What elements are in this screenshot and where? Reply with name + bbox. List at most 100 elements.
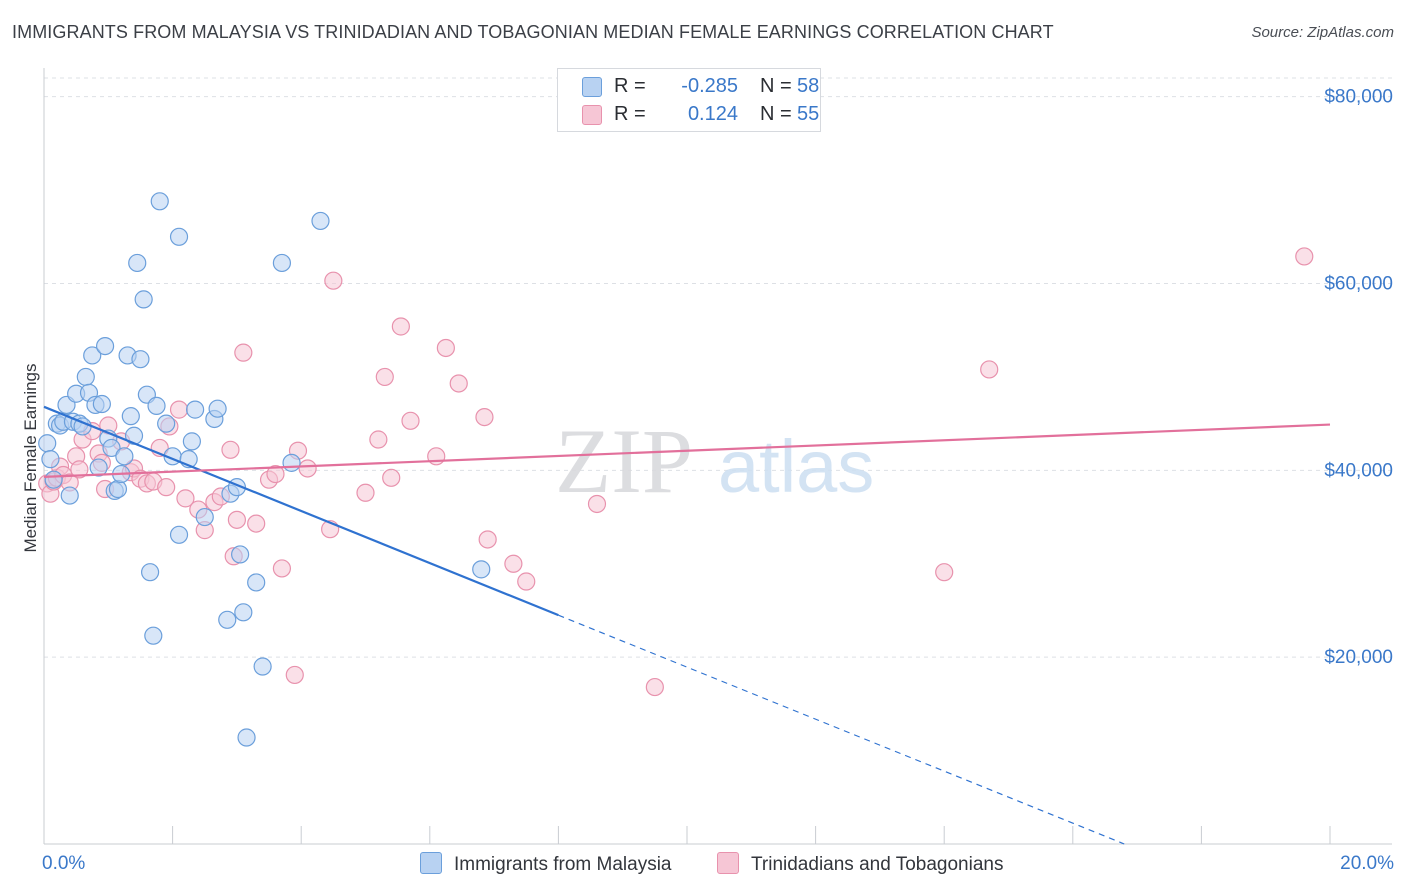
malaysia-point (38, 434, 57, 453)
malaysia-point (237, 728, 256, 747)
watermark-atlas: atlas (718, 425, 874, 508)
malaysia-point (144, 626, 163, 645)
malaysia-point (231, 545, 250, 564)
trinidadian-point (285, 665, 304, 685)
trinidadian-point (176, 489, 195, 508)
malaysia-point (121, 407, 140, 426)
trinidadian-point (935, 563, 954, 582)
x-tick-min: 0.0% (42, 853, 85, 874)
trinidadian-point (401, 411, 420, 430)
trinidadian-point (227, 510, 246, 529)
series-malaysia-points (38, 192, 491, 747)
legend-r-value: 0.124 (687, 103, 738, 125)
malaysia-point (76, 367, 95, 387)
trinidadian-point (272, 559, 292, 578)
malaysia-point (128, 253, 147, 273)
y-axis-title: Median Female Earnings (21, 364, 40, 553)
malaysia-point (147, 396, 166, 415)
malaysia-point (311, 211, 330, 231)
watermark-zip: ZIP (555, 410, 693, 512)
y-tick-label: $20,000 (1324, 647, 1393, 668)
malaysia-point (182, 432, 201, 451)
malaysia-point (44, 470, 63, 489)
malaysia-point (195, 507, 214, 527)
legend-r-label: R = (614, 103, 646, 125)
malaysia-point (253, 657, 272, 676)
bottom-legend-swatch-trinidadians (717, 852, 739, 874)
trinidadian-point (324, 271, 343, 290)
malaysia-point (150, 192, 169, 211)
malaysia-point (234, 603, 253, 622)
y-tick-label: $40,000 (1324, 460, 1393, 481)
malaysia-point (134, 290, 153, 309)
trinidadian-point (298, 459, 317, 478)
bottom-legend-label-malaysia: Immigrants from Malaysia (454, 854, 672, 875)
x-tick-max: 20.0% (1340, 853, 1394, 874)
malaysia-point (140, 563, 160, 582)
malaysia-point (282, 453, 301, 472)
trinidadian-point (169, 400, 189, 419)
legend-n-value: 55 (797, 103, 820, 125)
malaysia-point (169, 525, 189, 544)
trinidadian-point (266, 464, 285, 484)
malaysia-point (186, 400, 205, 419)
malaysia-point (157, 414, 176, 433)
malaysia-point (92, 394, 111, 414)
trinidadian-point (221, 440, 240, 459)
trinidadian-point (369, 430, 388, 449)
y-tick-label: $80,000 (1324, 87, 1393, 108)
legend-r-label: R = (614, 75, 646, 97)
bottom-legend-trinidadians: Trinidadians and Tobagonians (717, 852, 1003, 876)
malaysia-point (472, 560, 491, 579)
malaysia-point (41, 450, 60, 469)
legend-swatch-malaysia (582, 77, 602, 97)
malaysia-point (89, 458, 108, 477)
legend-n-label: N = (760, 103, 792, 125)
trend-line-malaysia-extrapolated (558, 614, 1125, 845)
trinidadian-point (391, 317, 410, 336)
trinidadian-point (449, 374, 468, 393)
trinidadian-point (247, 514, 266, 533)
malaysia-point (102, 438, 121, 458)
malaysia-point (95, 337, 115, 356)
trend-line-trinidadians (43, 423, 1331, 478)
bottom-legend-label-trinidadians: Trinidadians and Tobagonians (751, 854, 1004, 875)
bottom-legend-swatch-malaysia (420, 852, 442, 874)
legend-n-value: 58 (797, 75, 820, 97)
malaysia-point (218, 610, 237, 629)
malaysia-point (108, 479, 128, 499)
trinidadian-point (234, 343, 253, 362)
malaysia-point (60, 486, 79, 505)
trinidadian-point (517, 572, 536, 591)
legend-r-value: -0.285 (681, 75, 738, 97)
y-tick-label: $60,000 (1324, 274, 1393, 295)
legend-swatch-trinidadians (582, 105, 602, 125)
trinidadian-point (70, 460, 89, 479)
trend-line-malaysia (43, 405, 559, 617)
trinidadian-point (504, 554, 523, 573)
trend-lines (43, 405, 1331, 845)
trinidadian-point (478, 530, 497, 549)
trinidadian-point (1295, 247, 1314, 266)
watermark: ZIP atlas (555, 410, 874, 512)
malaysia-point (131, 350, 150, 369)
bottom-legend-malaysia: Immigrants from Malaysia (420, 852, 672, 876)
trinidadian-point (382, 468, 401, 487)
source-credit: Source: ZipAtlas.com (1251, 24, 1394, 41)
trinidadian-point (645, 677, 664, 697)
chart-title: IMMIGRANTS FROM MALAYSIA VS TRINIDADIAN … (12, 22, 1054, 42)
correlation-legend: R = -0.285 N = 58 R = 0.124 N = 55 (557, 68, 821, 132)
malaysia-point (115, 447, 134, 466)
legend-n-label: N = (760, 75, 792, 97)
trinidadian-point (980, 360, 999, 379)
malaysia-point (247, 573, 266, 592)
trinidadian-point (436, 338, 455, 358)
trinidadian-point (356, 483, 375, 502)
malaysia-point (83, 346, 102, 365)
trinidadian-point (475, 407, 494, 427)
trinidadian-point (587, 494, 607, 514)
malaysia-point (208, 399, 227, 418)
gridlines: $20,000 $40,000 $60,000 $80,000 (44, 77, 1393, 668)
trinidadian-point (427, 447, 446, 466)
